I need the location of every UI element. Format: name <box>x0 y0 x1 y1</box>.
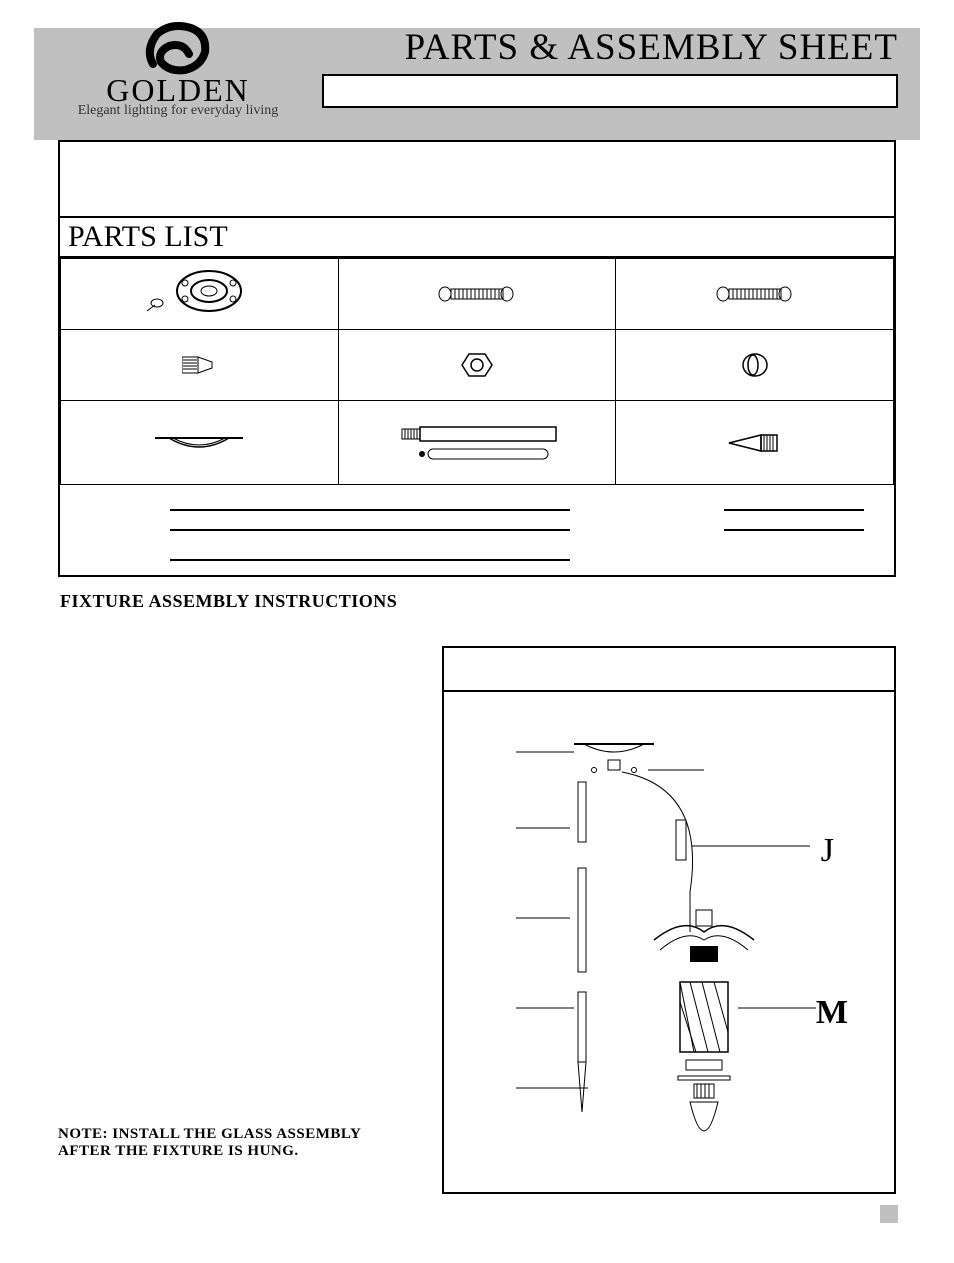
part-wirenut-icon <box>61 330 338 400</box>
label-j: J <box>821 832 834 870</box>
part-ballnut-icon <box>616 330 893 400</box>
part-bracket-icon <box>61 259 338 329</box>
part-finial-icon <box>616 401 893 484</box>
part-screw-short-icon <box>339 259 616 329</box>
label-m: M <box>816 994 848 1032</box>
page: GOLDEN Elegant lighting for everyday liv… <box>0 28 954 1263</box>
instructions-heading: FIXTURE ASSEMBLY INSTRUCTIONS <box>60 591 954 612</box>
logo-swirl-icon <box>143 20 213 76</box>
footer-mark <box>880 1205 898 1223</box>
assembly-diagram: J M <box>442 646 896 1194</box>
spec-lines <box>60 485 894 575</box>
install-note: NOTE: INSTALL THE GLASS ASSEMBLY AFTER T… <box>58 1126 408 1160</box>
parts-table <box>60 258 894 485</box>
diagram-title-bar <box>444 648 894 692</box>
brand-logo: GOLDEN Elegant lighting for everyday liv… <box>68 20 288 119</box>
subtitle-box <box>322 74 898 108</box>
part-canopy-icon <box>61 401 338 484</box>
brand-tagline: Elegant lighting for everyday living <box>68 103 288 119</box>
part-screw-long-icon <box>616 259 893 329</box>
main-frame: PARTS LIST <box>58 140 896 577</box>
top-blank <box>60 142 894 218</box>
part-hexnut-icon <box>339 330 616 400</box>
page-title: PARTS & ASSEMBLY SHEET <box>405 26 898 69</box>
header-band: GOLDEN Elegant lighting for everyday liv… <box>34 28 920 140</box>
parts-list-heading: PARTS LIST <box>60 218 894 258</box>
diagram-body: J M <box>444 692 894 1192</box>
part-rod-icon <box>339 401 616 484</box>
